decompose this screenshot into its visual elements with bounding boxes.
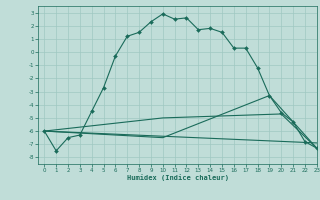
X-axis label: Humidex (Indice chaleur): Humidex (Indice chaleur) [127, 175, 228, 181]
